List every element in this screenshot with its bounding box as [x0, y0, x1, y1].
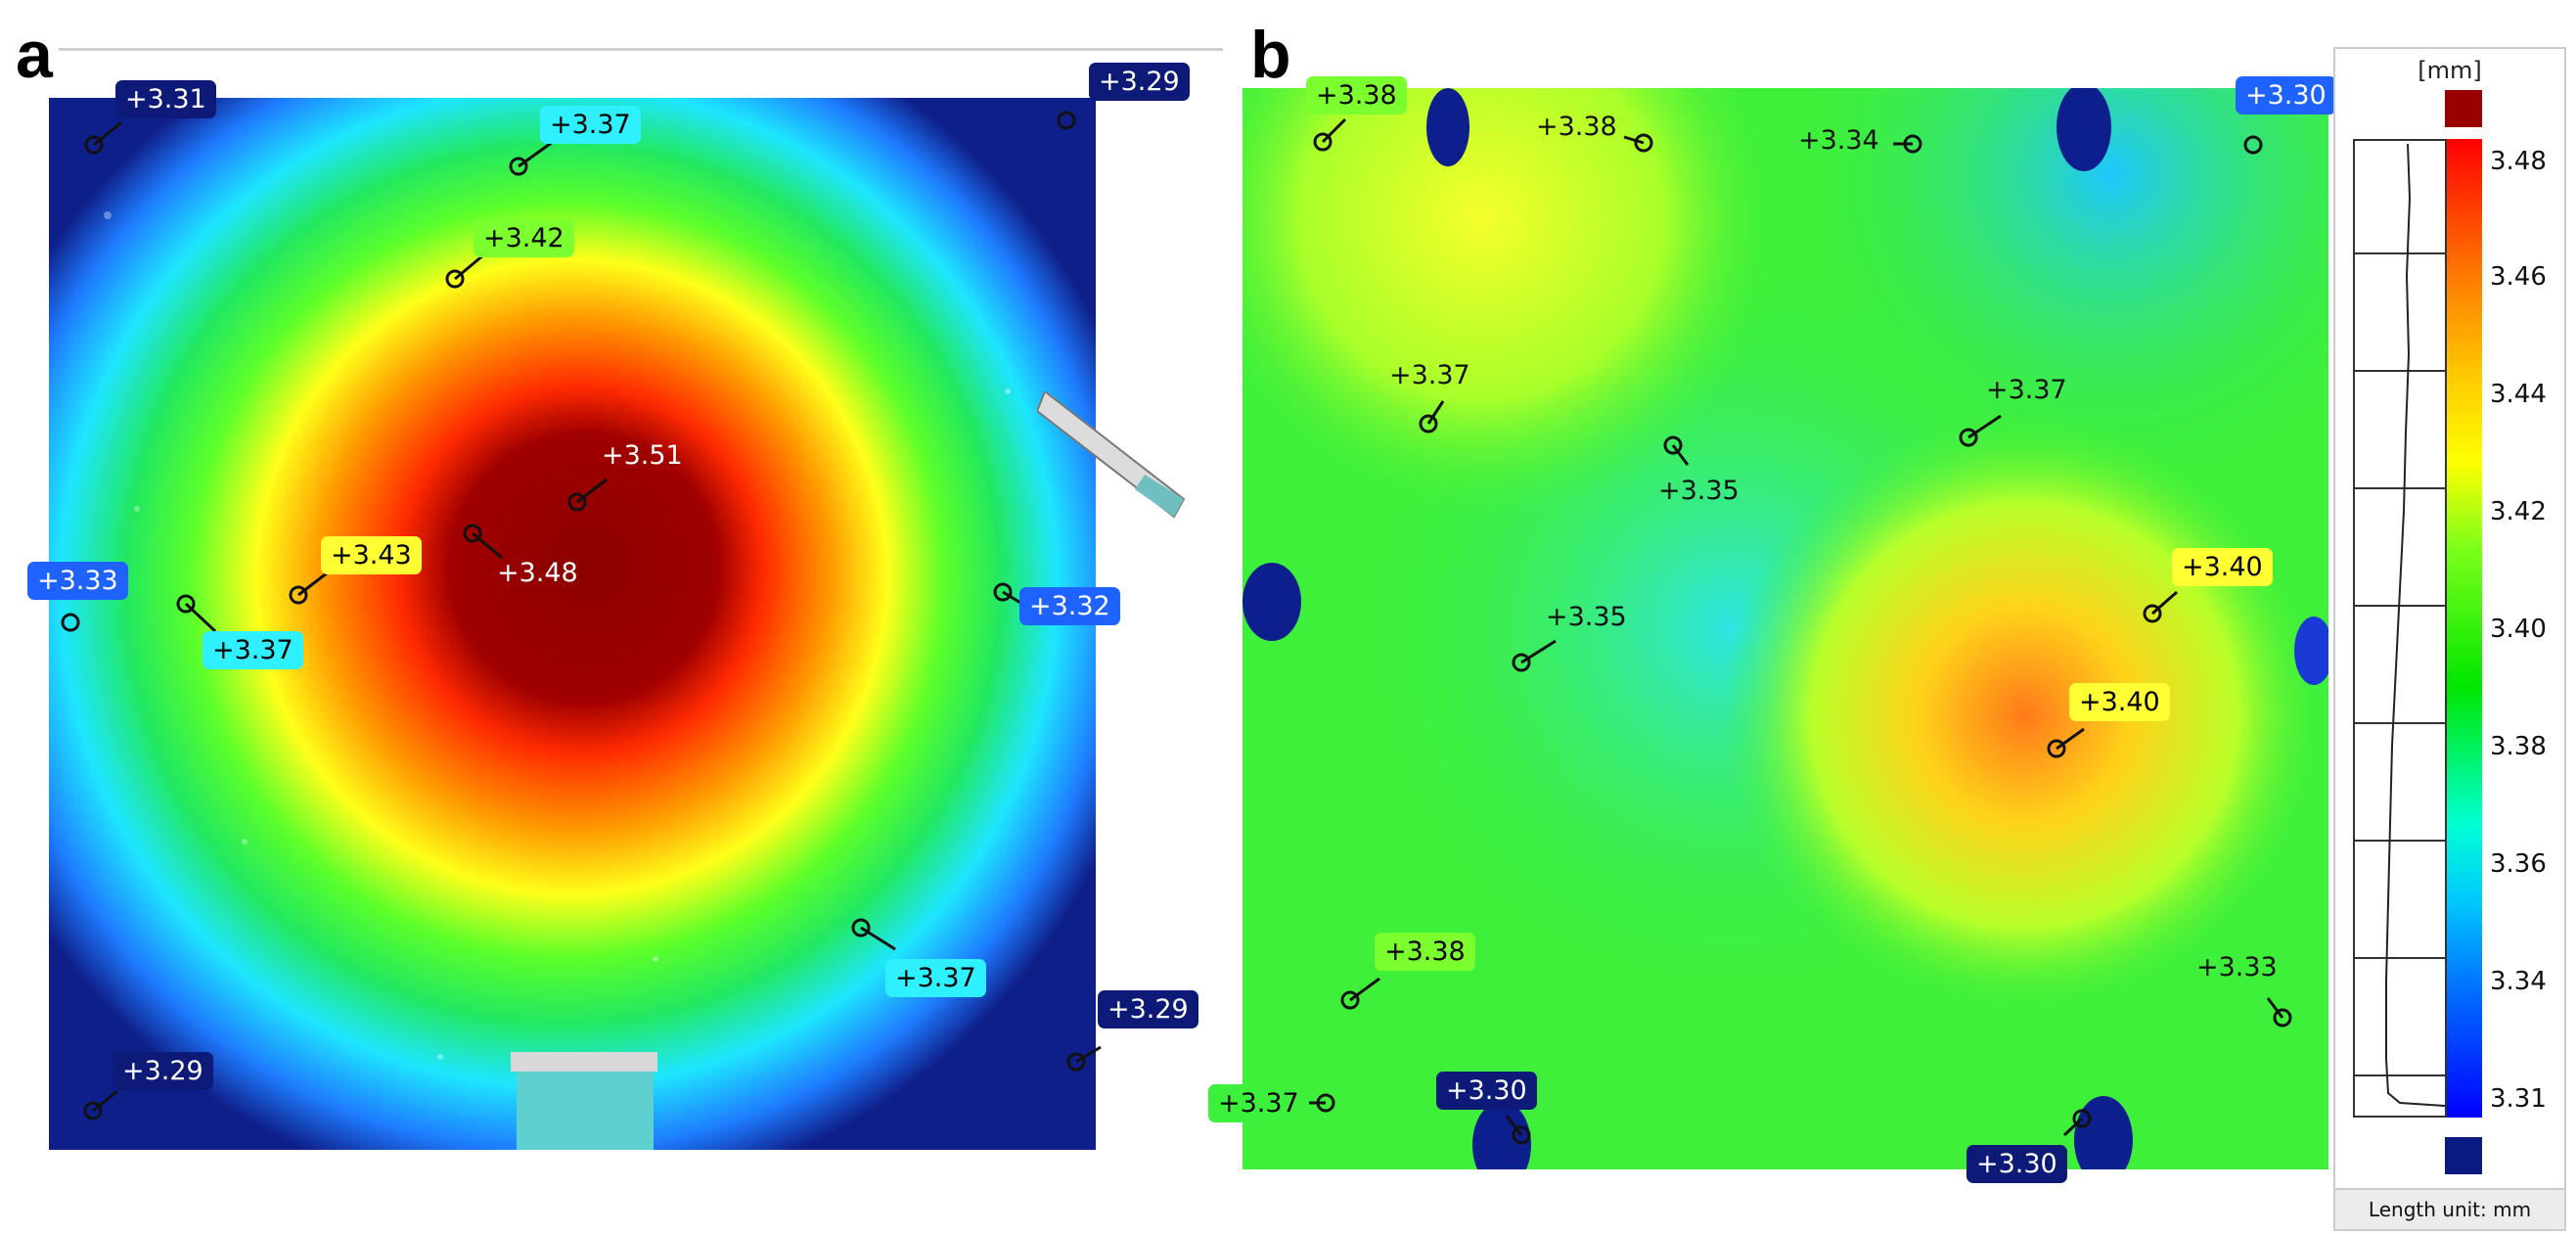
panel-b-deviation-tag: +3.38	[1375, 933, 1475, 971]
panel-b-deviation-tag: +3.35	[1546, 602, 1627, 632]
panel-b-deviation-tag: +3.37	[1389, 360, 1470, 390]
panel-b-label: b	[1250, 18, 1291, 92]
panel-b-deviation-tag: +3.40	[2172, 548, 2273, 586]
panel-a-deviation-tag: +3.32	[1019, 587, 1120, 625]
panel-a-deviation-tag: +3.33	[27, 562, 128, 600]
panel-b-deviation-map	[1243, 88, 2328, 1169]
panel-a-deviation-tag: +3.51	[602, 440, 683, 471]
panel-a-deviation-tag: +3.37	[540, 106, 641, 144]
legend-tick-label: 3.36	[2490, 849, 2547, 879]
legend-tick-label: 3.48	[2490, 147, 2547, 176]
panel-a-deviation-tag: +3.31	[115, 80, 216, 118]
panel-b-deviation-tag: +3.38	[1536, 112, 1617, 142]
panel-b-deviation-tag: +3.37	[1986, 375, 2067, 405]
panel-a-label: a	[16, 18, 53, 92]
legend-unit: [mm]	[2418, 57, 2482, 84]
panel-b-deviation-tag: +3.30	[1436, 1072, 1537, 1110]
panel-b-deviation-tag: +3.33	[2196, 952, 2278, 983]
panel-a-deviation-tag: +3.48	[497, 558, 578, 588]
panel-b-deviation-tag: +3.34	[1798, 125, 1879, 156]
panel-a-deviation-tag: +3.43	[321, 536, 422, 574]
legend-footer: Length unit: mm	[2335, 1188, 2564, 1229]
panel-a-deviation-tag: +3.37	[885, 959, 986, 997]
legend-tick-label: 3.44	[2490, 380, 2547, 409]
clamp-graphic	[1037, 391, 1186, 519]
panel-b-deviation-tag: +3.35	[1658, 476, 1740, 506]
legend-tick-label: 3.38	[2490, 732, 2547, 761]
legend-tick-label: 3.40	[2490, 615, 2547, 644]
panel-a-deviation-tag: +3.29	[113, 1052, 213, 1090]
legend-tick-label: 3.31	[2490, 1084, 2547, 1114]
panel-b-deviation-tag: +3.30	[2236, 76, 2336, 114]
panel-b-deviation-tag: +3.38	[1306, 76, 1407, 114]
top-divider	[59, 48, 1223, 51]
panel-a-deviation-tag: +3.42	[474, 219, 574, 257]
legend-tick-label: 3.42	[2490, 497, 2547, 526]
legend-over-swatch	[2445, 90, 2482, 127]
color-legend: [mm] 3.48 3.46 3.44 3.42 3.40 3.38 3.36 3.34 3.3…	[2333, 47, 2566, 1231]
panel-b-deviation-tag: +3.40	[2069, 683, 2170, 721]
panel-a-deviation-tag: +3.29	[1089, 63, 1190, 101]
legend-under-swatch	[2445, 1137, 2482, 1174]
legend-tick-label: 3.46	[2490, 262, 2547, 292]
panel-a-deviation-tag: +3.37	[203, 631, 303, 669]
panel-a-deviation-map	[49, 98, 1096, 1150]
legend-histogram	[2353, 139, 2447, 1118]
panel-b-deviation-tag: +3.37	[1208, 1084, 1309, 1122]
panel-b-deviation-tag: +3.30	[1966, 1145, 2067, 1183]
panel-a-deviation-tag: +3.29	[1098, 990, 1198, 1028]
legend-colorbar	[2445, 139, 2482, 1118]
legend-tick-label: 3.34	[2490, 967, 2547, 996]
